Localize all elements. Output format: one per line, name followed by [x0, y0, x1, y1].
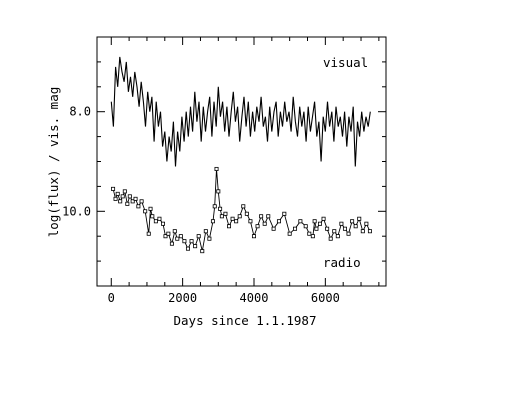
radio-point	[150, 214, 155, 219]
radio-point	[357, 216, 362, 221]
radio-point	[328, 236, 333, 241]
x-tick-label: 0	[108, 291, 115, 305]
radio-point	[364, 221, 369, 226]
radio-point	[166, 231, 171, 236]
radio-point	[122, 189, 127, 194]
radio-point	[259, 214, 264, 219]
radio-point	[157, 216, 162, 221]
radio-point	[214, 166, 219, 171]
series-layer	[110, 56, 372, 254]
x-tick-label: 2000	[168, 291, 197, 305]
radio-point	[335, 234, 340, 239]
radio-point	[276, 219, 281, 224]
y-tick-label: 8.0	[69, 105, 91, 119]
radio-point	[200, 249, 205, 254]
radio-point	[234, 219, 239, 224]
annotation-visual: visual	[323, 55, 368, 70]
radio-point	[287, 231, 292, 236]
radio-point	[212, 204, 217, 209]
radio-point	[262, 221, 267, 226]
radio-point	[127, 194, 132, 199]
radio-point	[218, 206, 223, 211]
radio-point	[282, 211, 287, 216]
x-tick-labels: 0 2000 4000 6000	[108, 291, 340, 305]
annotation-radio: radio	[323, 255, 361, 270]
radio-point	[120, 194, 125, 199]
radio-point	[230, 216, 235, 221]
radio-point	[196, 234, 201, 239]
radio-point	[111, 186, 116, 191]
axis-ticks	[97, 37, 386, 286]
radio-point	[266, 214, 271, 219]
radio-point	[139, 199, 144, 204]
radio-point	[350, 219, 355, 224]
radio-point	[223, 211, 228, 216]
radio-point	[115, 191, 120, 196]
radio-point	[332, 229, 337, 234]
y-axis-label: log(flux) / vis. mag	[46, 87, 61, 238]
radio-point	[248, 219, 253, 224]
radio-point	[161, 221, 166, 226]
radio-point	[360, 229, 365, 234]
radio-point	[203, 229, 208, 234]
radio-point	[163, 234, 168, 239]
radio-point	[255, 224, 260, 229]
radio-point	[125, 201, 130, 206]
x-tick-label: 4000	[240, 291, 269, 305]
radio-point	[172, 229, 177, 234]
radio-point	[346, 231, 351, 236]
radio-point	[237, 214, 242, 219]
radio-point	[227, 224, 232, 229]
radio-point	[317, 221, 322, 226]
radio-point	[307, 231, 312, 236]
visual-series-line	[110, 56, 371, 167]
radio-point	[310, 234, 315, 239]
radio-point	[312, 219, 317, 224]
radio-point	[303, 224, 308, 229]
radio-point	[148, 206, 153, 211]
radio-point	[342, 226, 347, 231]
y-tick-label: 10.0	[62, 204, 91, 218]
radio-point	[339, 221, 344, 226]
radio-point	[353, 224, 358, 229]
x-axis-label: Days since 1.1.1987	[174, 313, 317, 328]
radio-point	[321, 216, 326, 221]
y-tick-labels: 8.0 10.0	[62, 105, 91, 219]
radio-point	[244, 211, 249, 216]
radio-point	[143, 209, 148, 214]
radio-point	[169, 241, 174, 246]
radio-point	[185, 246, 190, 251]
radio-point	[118, 199, 123, 204]
radio-point	[113, 196, 118, 201]
radio-point	[271, 226, 276, 231]
radio-point	[136, 204, 141, 209]
radio-point	[251, 234, 256, 239]
radio-point	[241, 204, 246, 209]
radio-point	[325, 226, 330, 231]
radio-point	[153, 219, 158, 224]
radio-point	[178, 234, 183, 239]
radio-point	[182, 239, 187, 244]
radio-point	[146, 231, 151, 236]
radio-point	[314, 226, 319, 231]
radio-point	[130, 199, 135, 204]
radio-point	[219, 214, 224, 219]
radio-point	[216, 189, 221, 194]
x-tick-label: 6000	[311, 291, 340, 305]
radio-point	[298, 219, 303, 224]
plot-frame	[96, 36, 387, 287]
radio-point	[193, 244, 198, 249]
radio-point	[189, 239, 194, 244]
radio-point	[293, 226, 298, 231]
radio-point	[175, 236, 180, 241]
radio-point	[207, 236, 212, 241]
radio-point	[367, 229, 372, 234]
radio-point	[133, 196, 138, 201]
radio-point	[210, 219, 215, 224]
